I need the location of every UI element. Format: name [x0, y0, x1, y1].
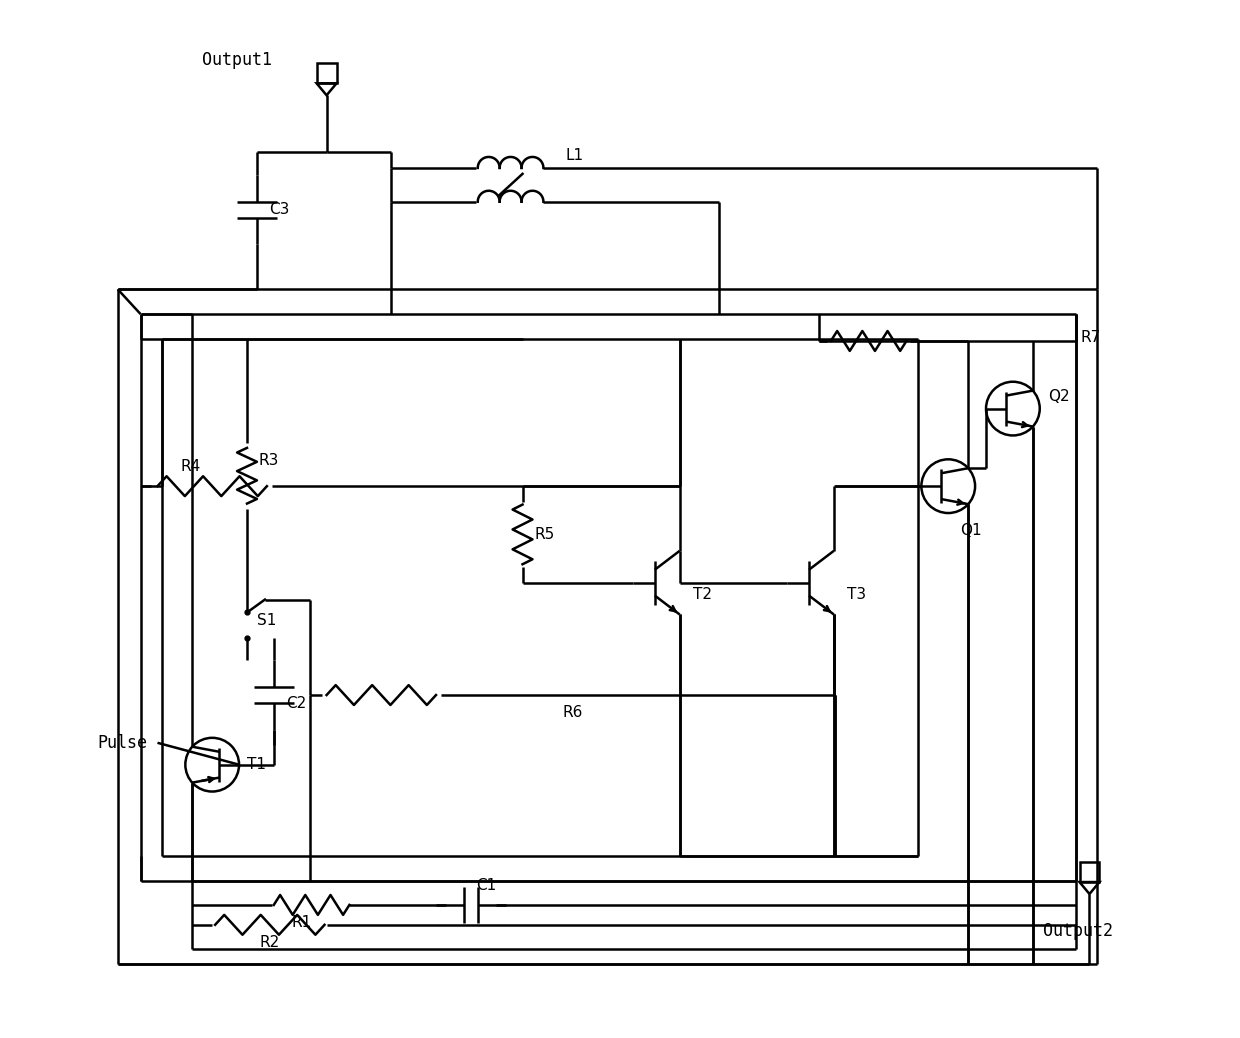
Text: R6: R6 [562, 706, 583, 720]
Text: Output1: Output1 [202, 52, 272, 70]
Text: S1: S1 [257, 613, 277, 628]
Text: T1: T1 [247, 757, 267, 772]
Text: Pulse: Pulse [98, 734, 148, 752]
Text: R2: R2 [259, 935, 280, 950]
Text: Q1: Q1 [960, 523, 982, 539]
Text: R4: R4 [180, 459, 201, 474]
Text: Output2: Output2 [1043, 922, 1112, 939]
Text: Q2: Q2 [1048, 389, 1069, 404]
Text: T3: T3 [847, 588, 866, 602]
Text: R3: R3 [259, 454, 279, 468]
Text: L1: L1 [565, 148, 583, 163]
Text: T2: T2 [693, 588, 712, 602]
Text: R5: R5 [534, 527, 554, 542]
Text: C1: C1 [476, 878, 496, 893]
Text: C3: C3 [269, 202, 289, 217]
Text: R1: R1 [291, 916, 312, 930]
Text: R7: R7 [1080, 330, 1101, 346]
Text: C2: C2 [285, 695, 306, 710]
